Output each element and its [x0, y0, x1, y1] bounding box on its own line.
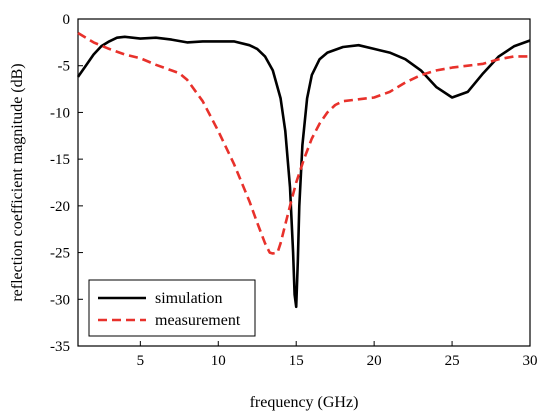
y-tick-label: -35 [50, 339, 70, 355]
legend: simulation measurement [88, 279, 256, 337]
x-tick-label: 10 [211, 353, 226, 369]
x-axis-ticks: 5 10 15 20 25 30 [137, 341, 538, 369]
plot-area-frame [77, 18, 531, 347]
x-tick-label: 25 [445, 353, 460, 369]
series-line-simulation [76, 35, 531, 309]
y-tick-label: -20 [50, 199, 70, 215]
legend-label-simulation: simulation [155, 290, 223, 307]
y-axis-title: reflection coefficient magnitude (dB) [9, 63, 26, 301]
y-tick-label: -30 [50, 292, 70, 308]
y-tick-label: -10 [50, 105, 70, 121]
x-tick-label: 20 [367, 353, 382, 369]
x-axis-title: frequency (GHz) [250, 394, 359, 411]
y-axis-ticks: 0 -5 -10 -15 -20 -25 -30 -35 [50, 12, 83, 355]
series-layer [76, 31, 531, 309]
series-line-measurement [77, 31, 530, 255]
y-tick-label: -15 [50, 152, 70, 168]
legend-box [88, 279, 256, 337]
legend-label-measurement: measurement [155, 312, 241, 329]
y-tick-label: 0 [63, 12, 71, 28]
y-tick-label: -25 [50, 246, 70, 262]
x-tick-label: 30 [523, 353, 538, 369]
x-tick-label: 15 [289, 353, 304, 369]
x-tick-label: 5 [137, 353, 145, 369]
y-tick-label: -5 [58, 59, 71, 75]
